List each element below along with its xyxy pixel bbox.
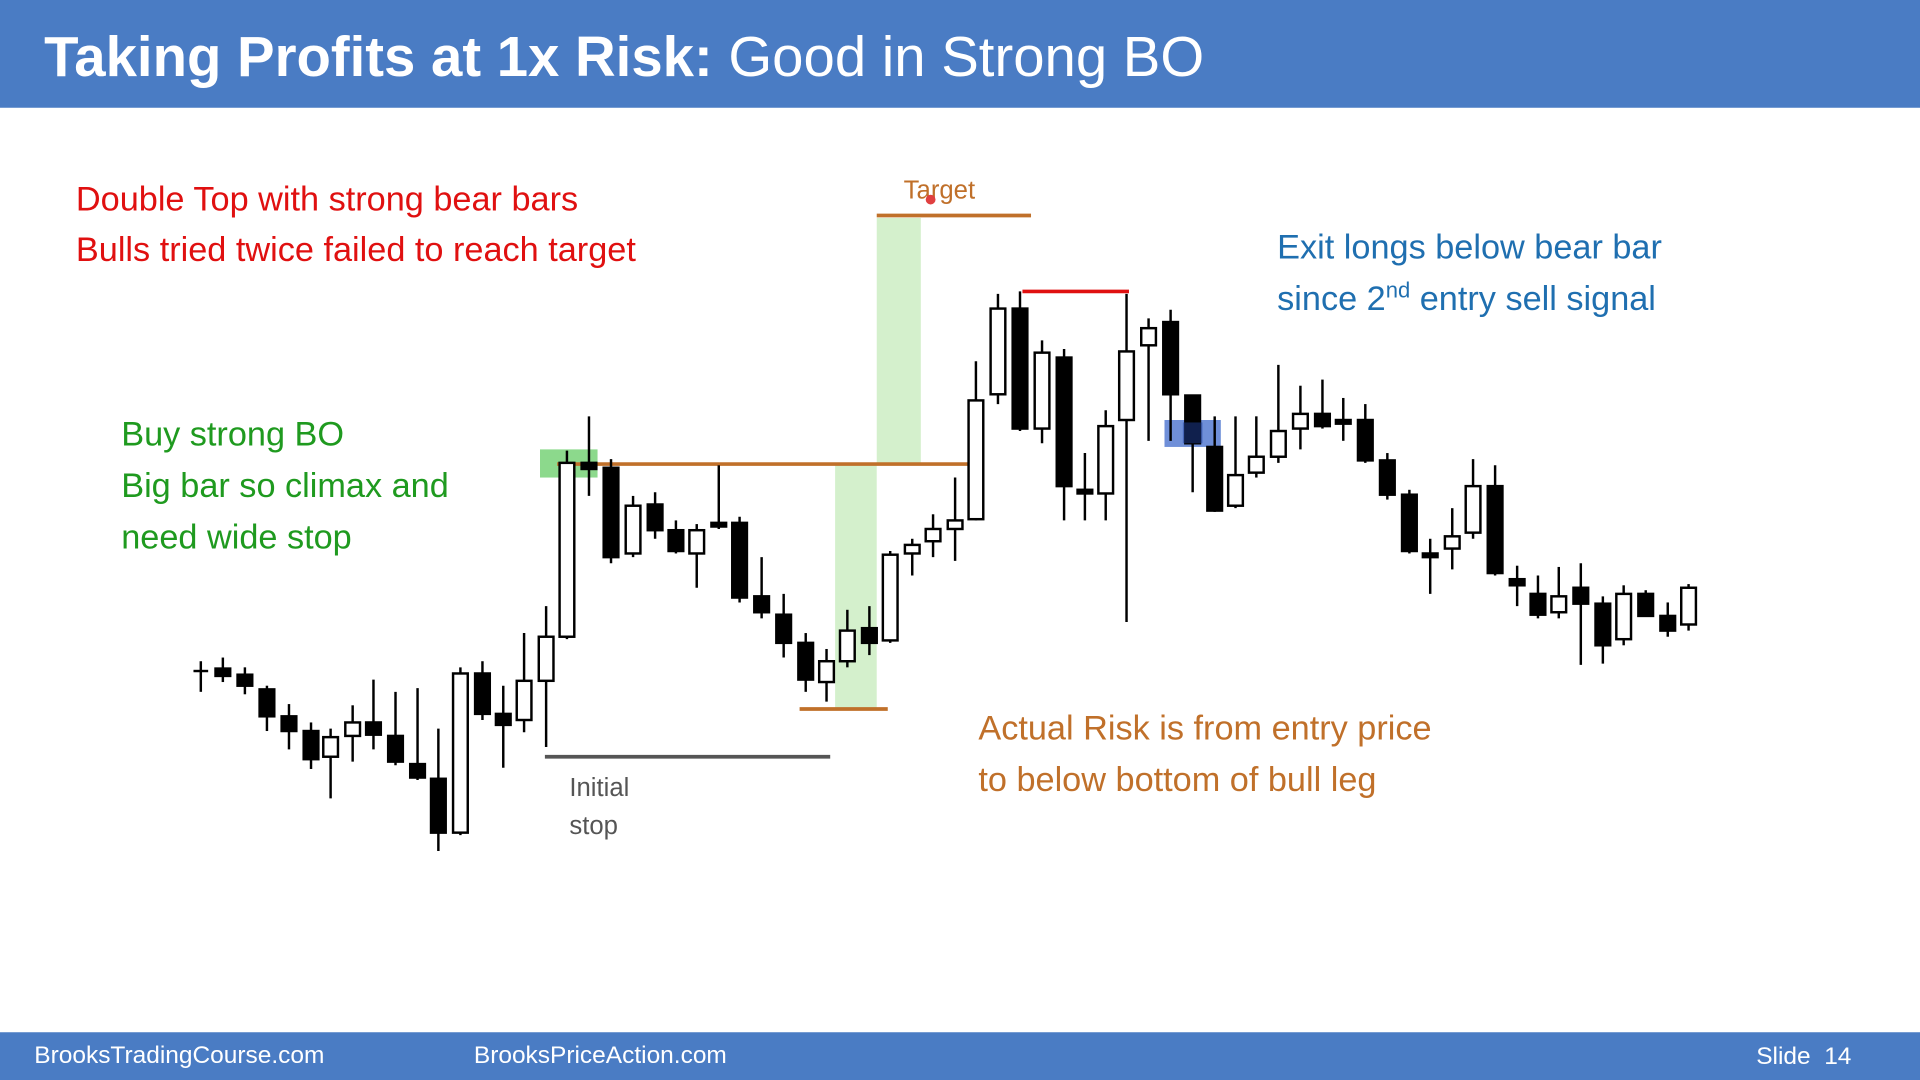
footer-bar: [0, 1032, 1920, 1080]
title-rest: Good in Strong BO: [728, 25, 1204, 88]
target-label: Target: [904, 176, 975, 204]
annotation: Big bar so climax and: [121, 467, 449, 505]
footer-text: BrooksTradingCourse.com: [34, 1042, 324, 1069]
candles: [193, 291, 1698, 852]
stop-label: stop: [569, 812, 618, 840]
annotation: Actual Risk is from entry price: [978, 710, 1431, 748]
superscript: nd: [1386, 278, 1411, 303]
title-bold: Taking Profits at 1x Risk:: [44, 25, 713, 88]
annotation: Bulls tried twice failed to reach target: [76, 231, 636, 269]
annotation: Exit longs below bear bar: [1277, 228, 1662, 266]
footer-text: BrooksPriceAction.com: [474, 1042, 727, 1069]
annotation: since 2nd entry sell signal: [1277, 278, 1656, 318]
header-bar: [0, 0, 1920, 108]
stop-label: Initial: [569, 774, 629, 802]
overlays: [540, 213, 1221, 759]
sell-entry-highlight: [1182, 422, 1203, 444]
annotation: Double Top with strong bear bars: [76, 181, 578, 219]
annotation-part: since 2: [1277, 280, 1386, 318]
annotation-part: entry sell signal: [1410, 280, 1656, 318]
title: Taking Profits at 1x Risk: Good in Stron…: [44, 25, 1204, 88]
annotation: Buy strong BO: [121, 416, 344, 454]
annotation: to below bottom of bull leg: [978, 761, 1376, 799]
cursor: [925, 194, 936, 205]
annotation: need wide stop: [121, 519, 352, 557]
slide-number: Slide 14: [1756, 1043, 1851, 1070]
